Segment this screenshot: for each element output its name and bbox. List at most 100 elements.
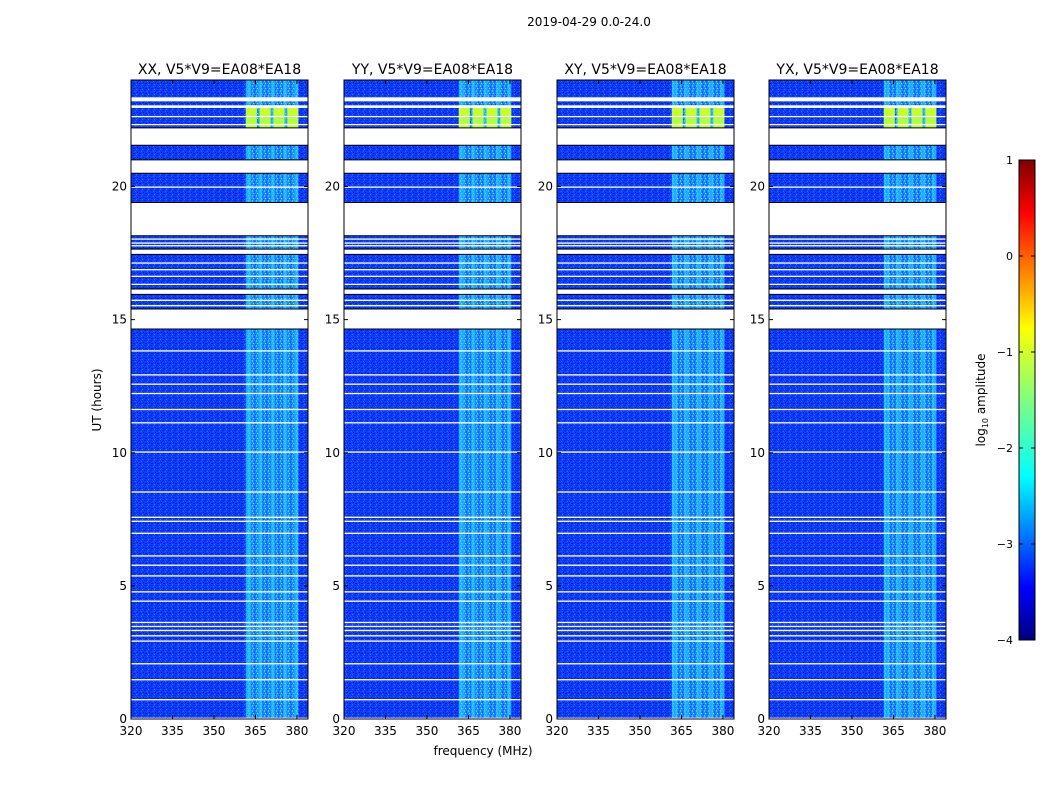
flagged-gap xyxy=(131,392,308,395)
flagged-gap xyxy=(131,520,308,522)
rfi-stripe xyxy=(720,80,725,719)
flagged-gap xyxy=(344,392,521,395)
rfi-stripe xyxy=(471,80,476,719)
y-tick-label: 20 xyxy=(325,180,340,194)
flagged-gap xyxy=(769,115,946,118)
flagged-gap xyxy=(131,591,308,593)
flagged-gap xyxy=(557,283,734,286)
x-tick-label: 380 xyxy=(285,724,308,738)
colorbar-ticks: −4 −3 −2 −1 0 1 xyxy=(997,154,1035,647)
flagged-gap xyxy=(557,186,734,188)
rfi-block xyxy=(472,105,484,116)
x-tick-label: 335 xyxy=(799,724,822,738)
panel-xx: XX, V5*V9=EA08*EA18 320 335 350 365 380 0 5 10 15… xyxy=(112,62,309,738)
flagged-gap xyxy=(769,621,946,624)
flagged-gap xyxy=(344,383,521,385)
rfi-stripe xyxy=(709,80,714,719)
rfi-block xyxy=(685,117,697,128)
flagged-gap xyxy=(131,186,308,188)
flagged-gap xyxy=(769,350,946,352)
rfi-block xyxy=(245,117,257,128)
flagged-gap xyxy=(769,392,946,395)
flagged-gap xyxy=(131,249,308,255)
x-tick-label: 365 xyxy=(670,724,693,738)
flagged-gap xyxy=(557,238,734,240)
x-tick-label: 320 xyxy=(546,724,569,738)
y-axis-label: UT (hours) xyxy=(90,368,104,431)
flagged-gap xyxy=(769,242,946,244)
x-tick-label: 320 xyxy=(758,724,781,738)
rfi-block xyxy=(287,105,299,116)
flagged-gap xyxy=(557,516,734,518)
flagged-gap xyxy=(557,97,734,102)
flagged-gap xyxy=(131,422,308,424)
flagged-gap xyxy=(769,422,946,424)
flagged-gap xyxy=(769,451,946,453)
flagged-gap xyxy=(344,564,521,566)
flagged-gap xyxy=(131,629,308,632)
flagged-gap xyxy=(344,97,521,102)
flagged-gap xyxy=(131,383,308,385)
flagged-gap xyxy=(344,202,521,236)
flagged-gap xyxy=(769,269,946,271)
flagged-gap xyxy=(557,451,734,453)
colorbar-tick-label: 1 xyxy=(1006,154,1013,167)
colorbar-tick-label: −3 xyxy=(997,538,1013,551)
flagged-gap xyxy=(344,245,521,247)
flagged-gap xyxy=(769,238,946,240)
y-tick-label: 10 xyxy=(112,446,127,460)
panel-frame xyxy=(343,79,522,720)
rfi-stripe xyxy=(896,80,901,719)
flagged-gap xyxy=(131,374,308,376)
flagged-gap xyxy=(769,564,946,566)
flagged-gap xyxy=(131,699,308,701)
panel-title: XX, V5*V9=EA08*EA18 xyxy=(138,62,301,78)
flagged-gap xyxy=(557,491,734,493)
y-tick-label: 20 xyxy=(112,180,127,194)
flagged-gap xyxy=(769,640,946,642)
flagged-gap xyxy=(769,591,946,593)
rfi-stripe xyxy=(483,80,488,719)
flagged-gap xyxy=(131,491,308,493)
flagged-gap xyxy=(131,717,308,719)
flagged-gap xyxy=(344,575,521,577)
flagged-gap xyxy=(131,238,308,240)
colorbar-tick-label: 0 xyxy=(1006,250,1013,263)
flagged-gap xyxy=(769,699,946,701)
flagged-gap xyxy=(769,491,946,493)
colorbar-label-subscript: 10 xyxy=(981,418,990,428)
flagged-gap xyxy=(131,245,308,247)
x-tick-label: 350 xyxy=(841,724,864,738)
colorbar-tick-label: −2 xyxy=(997,442,1013,455)
flagged-gap xyxy=(344,374,521,376)
flagged-gap xyxy=(344,591,521,593)
y-tick-label: 10 xyxy=(750,446,765,460)
flagged-gap xyxy=(131,115,308,118)
rfi-stripe xyxy=(507,80,512,719)
x-tick-label: 350 xyxy=(629,724,652,738)
flagged-gap xyxy=(557,159,734,174)
rfi-stripe xyxy=(932,80,937,719)
rfi-block xyxy=(897,105,909,116)
flagged-gap xyxy=(769,717,946,719)
flagged-gap xyxy=(344,516,521,518)
flagged-gap xyxy=(344,105,521,108)
flagged-gap xyxy=(131,127,308,146)
rfi-stripe xyxy=(671,80,678,719)
flagged-gap xyxy=(131,275,308,278)
flagged-gap xyxy=(344,299,521,301)
panel-yy: YY, V5*V9=EA08*EA18 320 335 350 365 380 0 5 10 15… xyxy=(325,62,522,738)
flagged-gap xyxy=(557,308,734,329)
rfi-block xyxy=(883,117,895,128)
x-tick-label: 320 xyxy=(333,724,356,738)
rfi-stripe xyxy=(883,80,890,719)
rfi-stripe xyxy=(908,80,913,719)
flagged-gap xyxy=(769,635,946,637)
rfi-stripe xyxy=(458,80,465,719)
flagged-gap xyxy=(344,238,521,240)
y-tick-label: 5 xyxy=(757,579,765,593)
flagged-gap xyxy=(557,600,734,602)
flagged-gap xyxy=(131,289,308,295)
rfi-block xyxy=(273,117,285,128)
